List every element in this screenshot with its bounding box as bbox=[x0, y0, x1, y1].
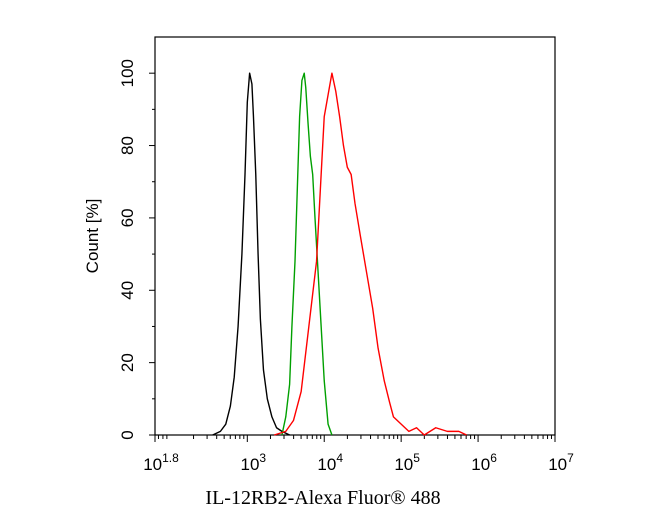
y-axis-label: Count [%] bbox=[83, 199, 102, 274]
series-line-0 bbox=[212, 72, 290, 436]
y-tick-label: 100 bbox=[118, 59, 137, 87]
plot-frame bbox=[154, 36, 556, 436]
x-axis-label: IL-12RB2-Alexa Fluor® 488 bbox=[205, 487, 440, 509]
y-tick-label: 60 bbox=[118, 208, 137, 227]
x-axis: 101.8 103 104 105 106 107 bbox=[143, 435, 574, 474]
x-tick-label: 103 bbox=[241, 451, 267, 474]
y-tick-label: 80 bbox=[118, 136, 137, 155]
x-tick-label: 106 bbox=[471, 451, 497, 474]
series-line-1 bbox=[281, 72, 333, 436]
x-tick-label: 104 bbox=[317, 451, 343, 474]
x-tick-label: 105 bbox=[394, 451, 420, 474]
y-tick-label: 40 bbox=[118, 281, 137, 300]
x-tick-label: 101.8 bbox=[143, 451, 179, 474]
x-tick-label: 107 bbox=[548, 451, 574, 474]
histogram-series bbox=[212, 72, 467, 436]
series-line-2 bbox=[274, 72, 467, 436]
y-tick-label: 0 bbox=[118, 430, 137, 439]
y-axis: 0 20 40 60 80 100 bbox=[118, 59, 155, 440]
y-tick-label: 20 bbox=[118, 353, 137, 372]
